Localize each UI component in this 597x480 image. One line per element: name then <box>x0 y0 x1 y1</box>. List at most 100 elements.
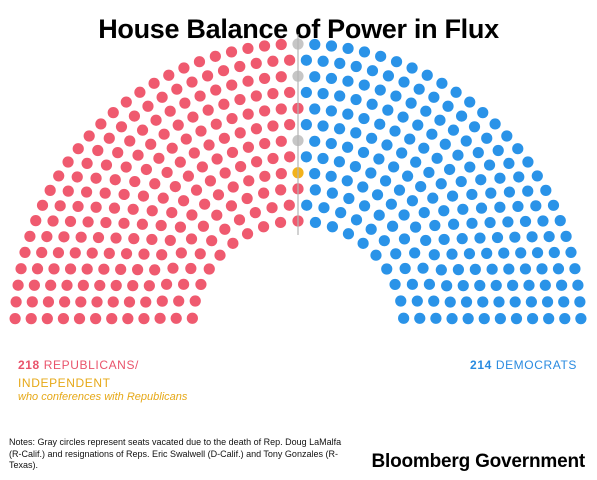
seat-democrats <box>358 79 370 91</box>
seat-republicans <box>250 123 263 135</box>
seat-democrats <box>483 159 496 171</box>
seat-republicans <box>258 187 270 199</box>
seat-republicans <box>156 295 168 307</box>
seat-democrats <box>503 157 515 170</box>
seat-republicans <box>64 215 77 228</box>
seat-democrats <box>406 278 418 290</box>
seat-democrats <box>357 146 370 159</box>
seat-democrats <box>515 247 527 259</box>
seat-republicans <box>128 233 140 245</box>
seat-democrats <box>452 264 464 276</box>
seat-republicans <box>201 70 214 82</box>
seat-democrats <box>309 168 321 180</box>
seat-republicans <box>58 231 70 243</box>
seat-republicans <box>94 279 106 292</box>
seat-republicans <box>107 296 119 308</box>
seat-democrats <box>334 90 346 102</box>
seat-republicans <box>214 249 226 261</box>
seat-democrats <box>537 215 549 227</box>
seat-democrats <box>492 144 504 157</box>
seat-democrats <box>382 70 395 82</box>
bloomberg-government-logo: Bloomberg Government <box>371 451 586 472</box>
seat-republicans <box>95 118 107 130</box>
seat-republicans <box>234 127 246 139</box>
seat-republicans <box>197 220 210 232</box>
seat-democrats <box>317 152 329 165</box>
seat-democrats <box>317 120 329 132</box>
seat-republicans <box>242 108 254 120</box>
seat-republicans <box>242 75 254 87</box>
seat-republicans <box>267 88 279 100</box>
seat-republicans <box>25 313 37 325</box>
seat-republicans <box>170 312 182 324</box>
seat-republicans <box>156 91 168 103</box>
seat-democrats <box>342 141 354 153</box>
seat-republicans <box>174 156 186 168</box>
seat-republicans <box>120 248 133 260</box>
seat-republicans <box>149 264 161 276</box>
seat-democrats <box>477 107 489 119</box>
seat-republicans <box>90 201 102 213</box>
seat-republicans <box>211 153 223 165</box>
seat-republicans <box>284 86 296 99</box>
seat-republicans <box>62 156 74 168</box>
seat-democrats <box>475 202 488 214</box>
seat-democrats <box>442 100 454 112</box>
seat-republicans <box>150 114 162 126</box>
seat-democrats <box>558 296 570 308</box>
seat-democrats <box>405 97 417 109</box>
seat-democrats <box>404 133 416 145</box>
seat-republicans <box>143 280 155 292</box>
seat-republicans <box>146 205 158 217</box>
seat-democrats <box>349 161 361 173</box>
seat-republicans <box>81 157 93 170</box>
seat-republicans <box>178 278 190 290</box>
seat-republicans <box>92 231 105 244</box>
seat-republicans <box>153 152 165 164</box>
seat-republicans <box>72 200 84 213</box>
seat-democrats <box>382 104 394 116</box>
seat-democrats <box>388 161 400 173</box>
seat-republicans <box>258 40 271 52</box>
seat-republicans <box>275 71 287 83</box>
seat-democrats <box>434 114 446 126</box>
seat-democrats <box>489 118 501 130</box>
seat-republicans <box>109 174 121 186</box>
seat-democrats <box>494 172 506 184</box>
seat-democrats <box>389 125 401 137</box>
seat-republicans <box>90 313 102 325</box>
seat-democrats <box>543 313 555 325</box>
seat-democrats <box>350 60 362 73</box>
seat-republicans <box>24 230 36 242</box>
seat-democrats <box>421 69 433 81</box>
seat-republicans <box>134 86 146 98</box>
seat-democrats <box>325 170 337 182</box>
seat-democrats <box>502 216 514 228</box>
seat-democrats <box>342 108 354 120</box>
seat-republicans <box>53 170 65 182</box>
seat-republicans <box>164 105 176 117</box>
seat-republicans <box>217 65 230 77</box>
seat-democrats <box>428 295 440 307</box>
seat-republicans <box>122 313 134 325</box>
seat-republicans <box>250 57 262 69</box>
seat-republicans <box>251 156 263 168</box>
seat-democrats <box>335 207 347 219</box>
seat-republicans <box>136 218 148 230</box>
seat-democrats <box>531 247 544 259</box>
seat-democrats <box>543 230 555 243</box>
seat-republicans <box>227 181 239 193</box>
seat-democrats <box>393 184 406 196</box>
seat-republicans <box>226 146 239 159</box>
seat-republicans <box>108 202 121 214</box>
seat-republicans <box>61 279 73 291</box>
seat-democrats <box>507 279 519 291</box>
seat-democrats <box>485 187 497 199</box>
seat-republicans <box>138 248 150 260</box>
seat-republicans <box>90 172 102 184</box>
seat-republicans <box>100 216 112 229</box>
seat-democrats <box>512 143 524 155</box>
seat-republicans <box>259 170 271 182</box>
seat-democrats <box>366 65 379 77</box>
seat-republicans <box>171 83 183 95</box>
